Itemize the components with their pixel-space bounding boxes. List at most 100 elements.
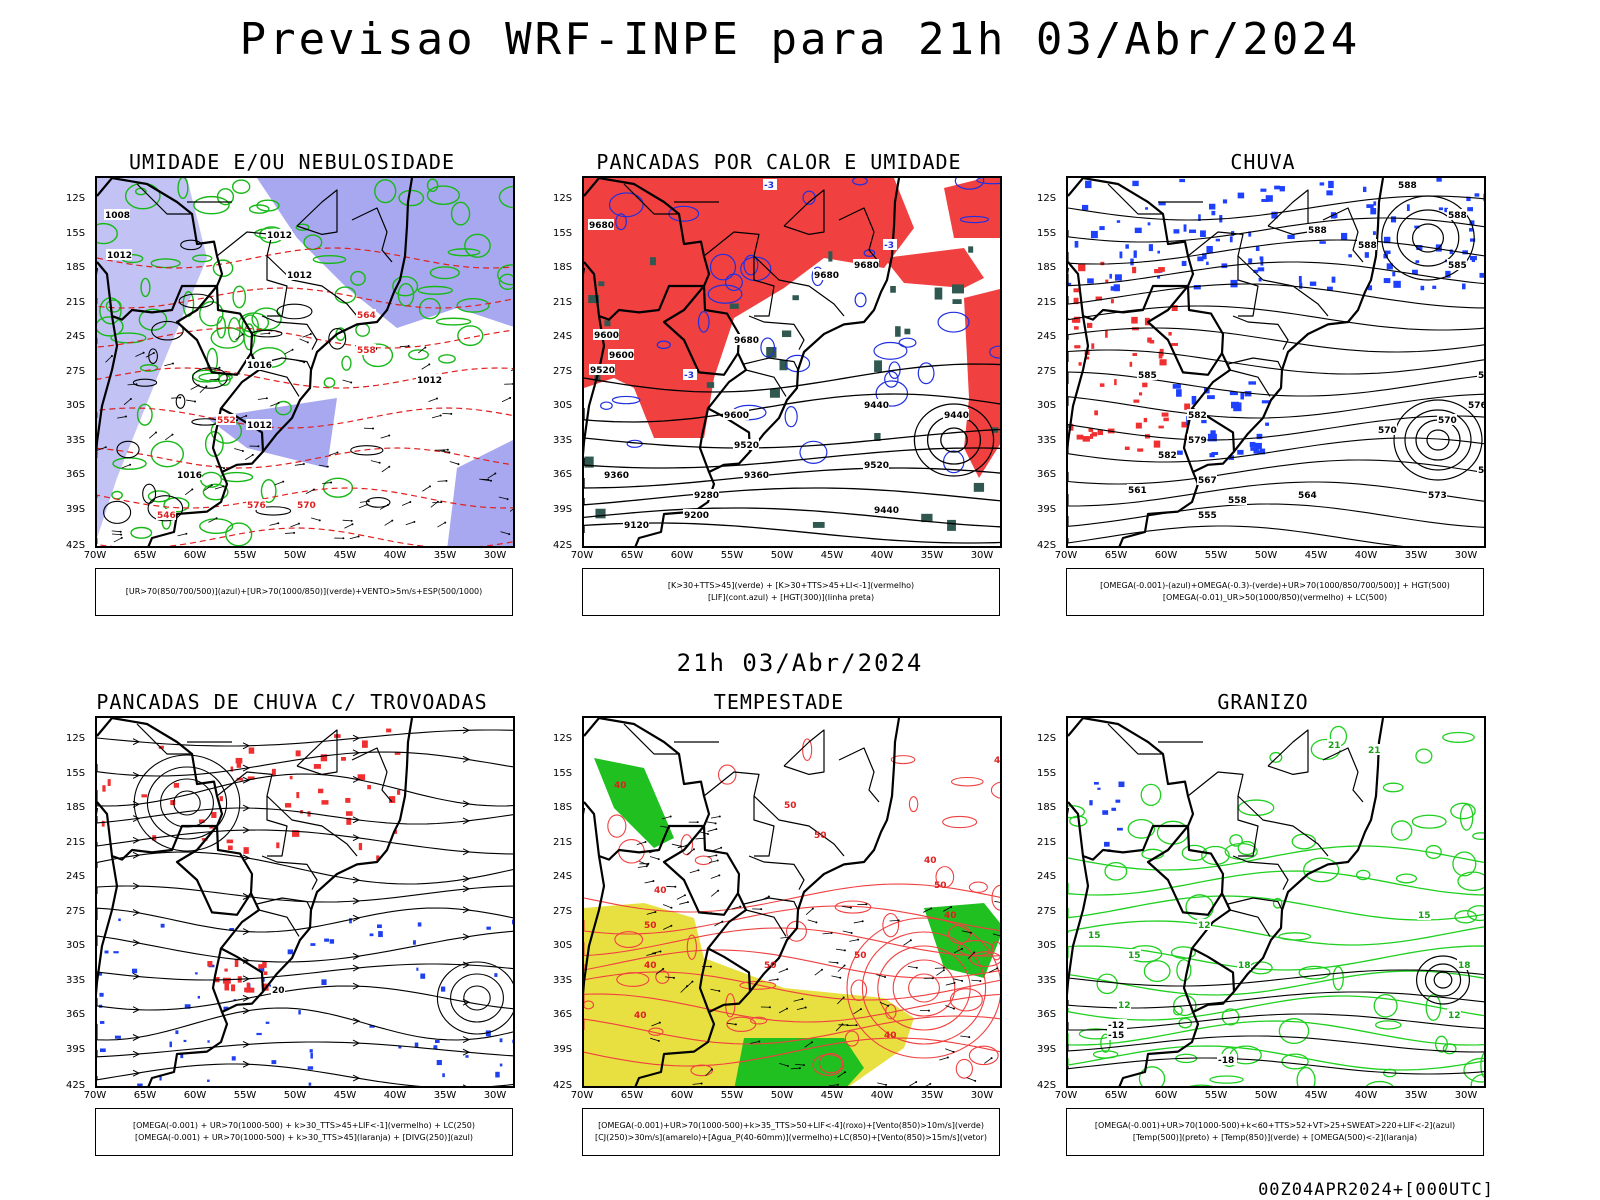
contour-label: -15: [1108, 1031, 1124, 1041]
panel-title: GRANIZO: [1217, 690, 1309, 714]
latitude-label: 30S: [1037, 940, 1057, 951]
contour-label: 40: [634, 1011, 647, 1021]
contour-label: 40: [924, 856, 937, 866]
longitude-label: 35W: [920, 1090, 944, 1101]
contour-label: 582: [1158, 451, 1177, 461]
latitude-label: 18S: [1037, 262, 1057, 273]
latitude-label: 21S: [66, 836, 86, 848]
latitude-label: 18S: [66, 262, 86, 273]
latitude-label: 18S: [66, 802, 86, 813]
legend-box: [OMEGA(-0.001)-(azul)+OMEGA(-0.3)-(verde…: [1066, 568, 1484, 616]
longitude-label: 45W: [333, 1090, 357, 1101]
contour-label: 40: [944, 911, 957, 921]
contour-label: 9440: [874, 506, 899, 516]
latitude-label: 12S: [66, 733, 86, 744]
latitude-label: 15S: [66, 227, 86, 239]
map-graphic: 9680 9680 9680 9680 9600 9600 9520 9600 9520 9440…: [584, 178, 1000, 546]
latitude-label: 12S: [66, 193, 86, 204]
contour-label: 552: [217, 416, 236, 426]
latitude-label: 24S: [1037, 871, 1057, 882]
longitude-label: 45W: [1304, 550, 1328, 561]
latitude-label: 36S: [66, 469, 86, 480]
latitude-label: 27S: [66, 365, 86, 377]
contour-label: 585: [1138, 371, 1157, 381]
contour-label: 555: [1198, 511, 1217, 521]
latitude-label: 27S: [1037, 365, 1057, 377]
longitude-label: 55W: [1204, 550, 1228, 561]
legend-line: [K>30+TTS>45](verde) + [K>30+TTS>45+LI<-…: [667, 581, 915, 590]
map-area: 21 21 18 18 15 15 12 12 -12 -15 -18 12 15: [1066, 716, 1486, 1088]
map-graphic: 5885885885885855855825825795795765735735…: [1068, 178, 1486, 546]
latitude-label: 24S: [66, 871, 86, 882]
longitude-label: 65W: [1104, 1090, 1128, 1101]
latitude-label: 36S: [66, 1009, 86, 1020]
contour-label: 9680: [734, 336, 759, 346]
longitude-label: 60W: [670, 550, 694, 561]
latitude-label: 39S: [66, 1043, 86, 1055]
latitude-label: 36S: [553, 469, 573, 480]
contour-label: 50: [854, 951, 867, 961]
contour-label: 558: [1228, 496, 1247, 506]
contour-label: 40: [614, 781, 627, 791]
map-panel: PANCADAS DE CHUVA C/ TROVOADAS 12S 15S 18S 2…: [52, 690, 532, 1160]
latitude-label: 39S: [553, 1043, 573, 1055]
contour-label: 1012: [247, 421, 272, 431]
contour-label: -12: [1108, 1021, 1124, 1031]
latitude-label: 42S: [553, 1080, 573, 1091]
contour-label: 9600: [724, 411, 749, 421]
map-area: 1008 1012 1012 1012 1016 1012 1012 1016 576 570 56…: [95, 176, 515, 548]
latitude-label: 42S: [66, 540, 86, 551]
panel-title: UMIDADE E/OU NEBULOSIDADE: [128, 150, 456, 174]
contour-label: 570: [297, 501, 316, 511]
contour-label: 576: [247, 501, 266, 511]
latitude-label: 42S: [553, 540, 573, 551]
contour-label: 9520: [590, 366, 615, 376]
latitude-label: 42S: [1037, 1080, 1057, 1091]
legend-line: [UR>70(850/700/500)](azul)+[UR>70(1000/8…: [125, 587, 483, 596]
panel-title: CHUVA: [1230, 150, 1296, 174]
contour-label: 9600: [609, 351, 634, 361]
longitude-label: 30W: [1454, 550, 1478, 561]
longitude-label: 60W: [670, 1090, 694, 1101]
latitude-label: 30S: [66, 940, 86, 951]
contour-label: 570: [1438, 416, 1457, 426]
latitude-label: 21S: [1037, 296, 1057, 308]
contour-label: 573: [1428, 491, 1447, 501]
longitude-label: 50W: [283, 1090, 307, 1101]
longitude-label: 60W: [183, 1090, 207, 1101]
latitude-label: 30S: [1037, 400, 1057, 411]
longitude-label: 70W: [83, 550, 107, 561]
contour-label: 40: [884, 1031, 897, 1041]
longitude-label: 50W: [1254, 550, 1278, 561]
longitude-label: 40W: [1354, 550, 1378, 561]
contour-label: 1016: [247, 361, 272, 371]
map-area: 9680 9680 9680 9680 9600 9600 9520 9600 9520 9440…: [582, 176, 1002, 548]
latitude-label: 39S: [553, 503, 573, 515]
longitude-label: 40W: [383, 1090, 407, 1101]
longitude-label: 55W: [720, 550, 744, 561]
map-panel: UMIDADE E/OU NEBULOSIDADE 12S 15S 18S 21S 24S…: [52, 150, 532, 620]
contour-label: 9360: [744, 471, 769, 481]
contour-label: 50: [644, 921, 657, 931]
contour-label: 567: [1478, 466, 1486, 476]
latitude-label: 18S: [1037, 802, 1057, 813]
legend-box: [OMEGA(-0.001)+UR>70(1000-500)+k<60+TTS>…: [1066, 1108, 1484, 1156]
contour-label: 579: [1478, 371, 1486, 381]
latitude-label: 36S: [1037, 469, 1057, 480]
longitude-label: 65W: [620, 1090, 644, 1101]
contour-label: 40: [644, 961, 657, 971]
latitude-label: 21S: [66, 296, 86, 308]
contour-label: 40: [994, 756, 1002, 766]
longitude-label: 30W: [483, 550, 507, 561]
contour-label: 50: [784, 801, 797, 811]
contour-label: 567: [1198, 476, 1217, 486]
longitude-label: 40W: [383, 550, 407, 561]
map-graphic: 20: [97, 718, 513, 1086]
longitude-label: 35W: [433, 550, 457, 561]
latitude-label: 15S: [1037, 227, 1057, 239]
latitude-label: 30S: [553, 400, 573, 411]
map-area: 40 50 50 40 50 40 40 50 40 50 50 40 40 40: [582, 716, 1002, 1088]
latitude-label: 21S: [553, 296, 573, 308]
contour-label: 579: [1188, 436, 1207, 446]
latitude-label: 42S: [1037, 540, 1057, 551]
